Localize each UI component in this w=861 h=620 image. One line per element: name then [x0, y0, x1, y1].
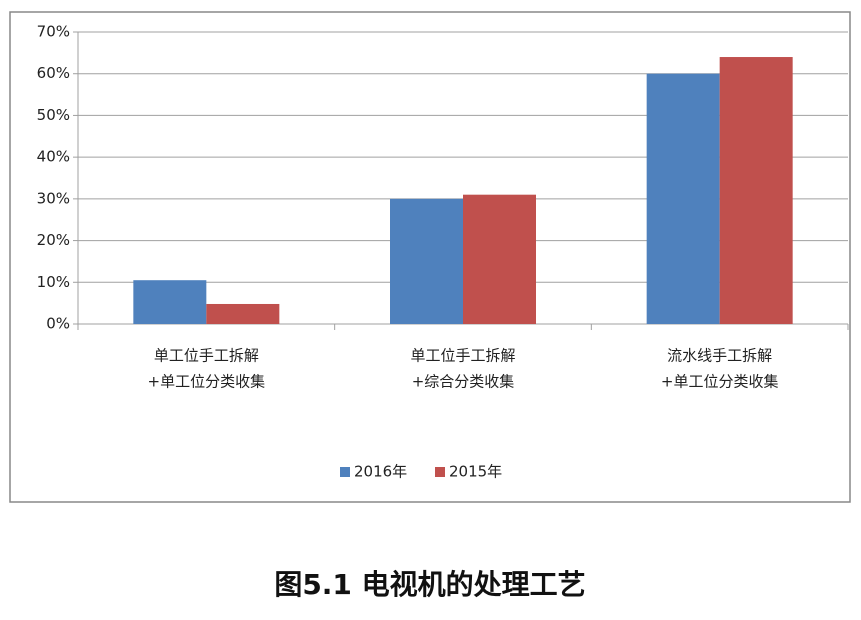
bar: [719, 57, 793, 325]
y-tick-label: 10%: [37, 273, 70, 291]
bar: [646, 73, 720, 324]
y-tick-label: 50%: [37, 106, 70, 124]
bar: [133, 280, 207, 324]
x-tick-label: +单工位分类收集: [148, 373, 266, 391]
x-tick-label: 单工位手工拆解: [410, 347, 515, 365]
y-tick-label: 70%: [37, 23, 70, 41]
legend-swatch: [435, 467, 445, 477]
y-tick-label: 30%: [37, 189, 70, 207]
bar: [390, 198, 463, 324]
legend-swatch: [340, 467, 350, 477]
bar: [206, 303, 280, 324]
x-tick-label: +单工位分类收集: [661, 373, 779, 391]
caption: 图5.1 电视机的处理工艺: [274, 568, 585, 601]
y-tick-label: 20%: [37, 231, 70, 249]
x-tick-label: 单工位手工拆解: [154, 347, 259, 365]
x-tick-label: 流水线手工拆解: [667, 347, 772, 365]
y-tick-label: 0%: [46, 315, 70, 333]
legend-label: 2016年: [354, 463, 407, 481]
y-tick-label: 60%: [37, 64, 70, 82]
bar: [463, 194, 536, 324]
legend-label: 2015年: [449, 463, 502, 481]
y-tick-label: 40%: [37, 148, 70, 166]
x-tick-label: +综合分类收集: [412, 373, 515, 391]
